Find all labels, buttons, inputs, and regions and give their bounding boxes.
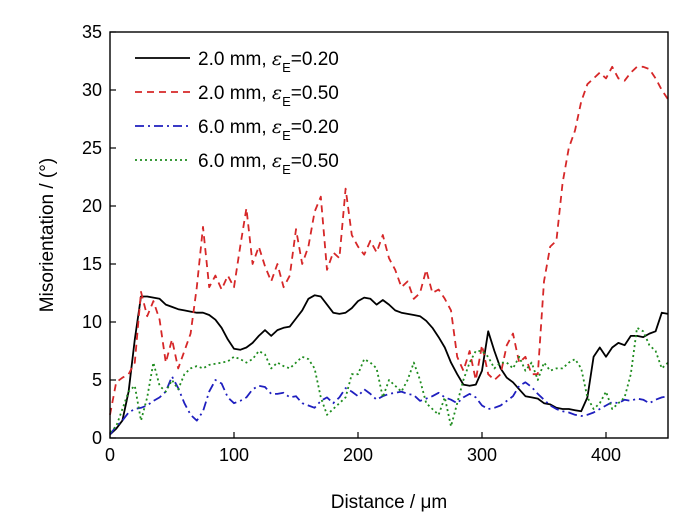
legend-label-4: 6.0 mm, εE=0.50 bbox=[198, 150, 339, 177]
series-layer bbox=[109, 65, 669, 436]
y-tick-label: 25 bbox=[82, 138, 102, 158]
y-tick-label: 35 bbox=[82, 22, 102, 42]
x-tick-label: 100 bbox=[219, 445, 249, 465]
plot-area-frame bbox=[109, 31, 669, 439]
x-tick-label: 300 bbox=[467, 445, 497, 465]
x-tick-label: 0 bbox=[105, 445, 115, 465]
y-tick-label: 5 bbox=[92, 370, 102, 390]
x-tick-label: 400 bbox=[591, 445, 621, 465]
series-line-3 bbox=[109, 375, 669, 436]
legend-label-1: 2.0 mm, εE=0.20 bbox=[198, 48, 339, 75]
x-tick-label: 200 bbox=[343, 445, 373, 465]
series-line-2 bbox=[109, 65, 669, 415]
y-tick-label: 10 bbox=[82, 312, 102, 332]
y-tick-label: 20 bbox=[82, 196, 102, 216]
y-tick-label: 30 bbox=[82, 80, 102, 100]
axis-ticks: 0 100 200 300 400 0 5 10 15 20 25 30 35 bbox=[82, 22, 621, 465]
legend-label-2: 2.0 mm, εE=0.50 bbox=[198, 82, 339, 109]
y-tick-label: 15 bbox=[82, 254, 102, 274]
x-axis-label: Distance / μm bbox=[331, 492, 448, 513]
y-tick-label: 0 bbox=[92, 428, 102, 448]
legend-label-3: 6.0 mm, εE=0.20 bbox=[198, 116, 339, 143]
y-axis-label: Misorientation / (°) bbox=[37, 158, 58, 312]
series-line-1 bbox=[109, 294, 669, 436]
series-line-4 bbox=[109, 326, 669, 433]
legend: 2.0 mm, εE=0.20 2.0 mm, εE=0.50 6.0 mm, εE… bbox=[135, 48, 339, 177]
